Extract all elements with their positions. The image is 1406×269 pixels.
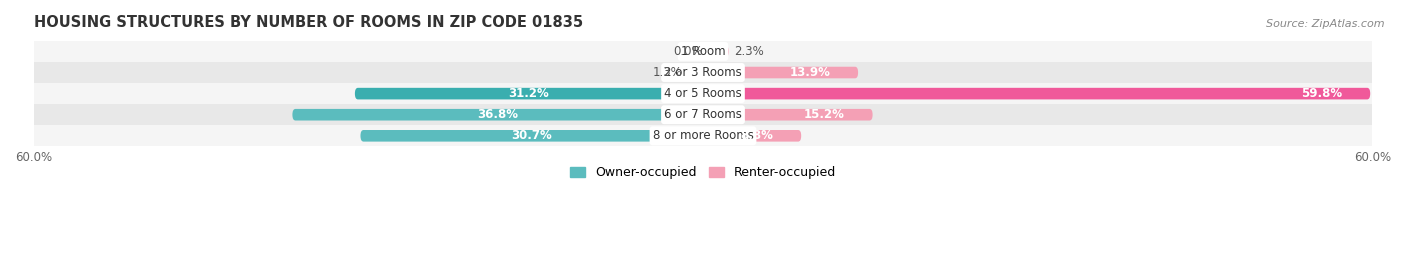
Bar — [34, 41, 1372, 62]
Text: 1 Room: 1 Room — [681, 45, 725, 58]
FancyBboxPatch shape — [703, 109, 873, 121]
FancyBboxPatch shape — [360, 130, 703, 141]
Bar — [34, 125, 1372, 146]
FancyBboxPatch shape — [292, 109, 703, 121]
Bar — [34, 62, 1372, 83]
FancyBboxPatch shape — [703, 130, 801, 141]
Text: 15.2%: 15.2% — [804, 108, 845, 121]
Bar — [34, 83, 1372, 104]
Text: 31.2%: 31.2% — [509, 87, 550, 100]
FancyBboxPatch shape — [703, 67, 858, 78]
FancyBboxPatch shape — [689, 67, 703, 78]
Text: 0.0%: 0.0% — [673, 45, 703, 58]
Text: 1.3%: 1.3% — [654, 66, 683, 79]
FancyBboxPatch shape — [703, 88, 1371, 100]
FancyBboxPatch shape — [354, 88, 703, 100]
Text: 36.8%: 36.8% — [477, 108, 519, 121]
Text: 2.3%: 2.3% — [734, 45, 763, 58]
Text: 8 or more Rooms: 8 or more Rooms — [652, 129, 754, 142]
FancyBboxPatch shape — [703, 46, 728, 57]
Text: 59.8%: 59.8% — [1301, 87, 1343, 100]
Text: HOUSING STRUCTURES BY NUMBER OF ROOMS IN ZIP CODE 01835: HOUSING STRUCTURES BY NUMBER OF ROOMS IN… — [34, 15, 582, 30]
Text: 6 or 7 Rooms: 6 or 7 Rooms — [664, 108, 742, 121]
Text: 30.7%: 30.7% — [512, 129, 553, 142]
Bar — [34, 104, 1372, 125]
Text: 2 or 3 Rooms: 2 or 3 Rooms — [664, 66, 742, 79]
Text: Source: ZipAtlas.com: Source: ZipAtlas.com — [1267, 19, 1385, 29]
Text: 4 or 5 Rooms: 4 or 5 Rooms — [664, 87, 742, 100]
Legend: Owner-occupied, Renter-occupied: Owner-occupied, Renter-occupied — [565, 161, 841, 185]
Text: 13.9%: 13.9% — [789, 66, 830, 79]
Text: 8.8%: 8.8% — [741, 129, 773, 142]
